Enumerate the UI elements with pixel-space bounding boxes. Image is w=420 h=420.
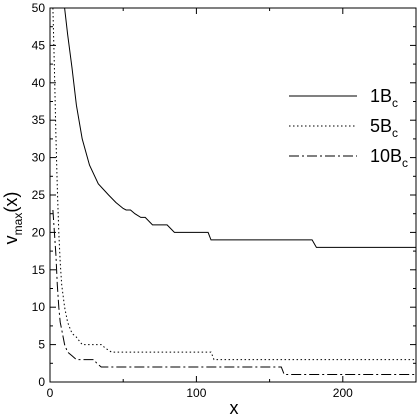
series-layer <box>52 8 416 375</box>
x-tick-label: 100 <box>186 386 206 400</box>
y-tick-label: 25 <box>32 188 46 202</box>
y-axis-label: vmax(x) <box>1 192 25 245</box>
series-line-2 <box>52 8 416 361</box>
y-tick-label: 35 <box>32 113 46 127</box>
axes: 0 5 10 15 20 25 30 35 40 45 50 0 100 200 <box>32 1 417 400</box>
y-axis-label-main: v <box>1 235 21 244</box>
y-tick-label: 10 <box>32 300 46 314</box>
legend-label-2: 5Bc <box>370 116 398 140</box>
x-axis-label: x <box>230 398 239 418</box>
y-tick-label: 50 <box>32 1 46 15</box>
x-tick-label: 0 <box>47 386 54 400</box>
y-tick-label: 45 <box>32 38 46 52</box>
y-axis-label-suffix: (x) <box>1 192 21 213</box>
plot-frame <box>49 7 417 383</box>
x-tick-label: 200 <box>333 386 353 400</box>
legend: 1Bc 5Bc 10Bc <box>289 86 408 170</box>
y-tick-label: 20 <box>32 225 46 239</box>
plot-area <box>49 7 417 383</box>
legend-label-3: 10Bc <box>370 146 408 170</box>
y-axis-label-sub: max <box>11 213 25 236</box>
series-line-1 <box>64 8 416 248</box>
legend-label-1: 1Bc <box>370 86 398 110</box>
y-tick-label: 15 <box>32 263 46 277</box>
series-line-3 <box>52 209 416 375</box>
y-tick-label: 40 <box>32 76 46 90</box>
y-tick-label: 5 <box>38 338 45 352</box>
y-tick-label: 0 <box>38 375 45 389</box>
y-tick-label: 30 <box>32 151 46 165</box>
svg-text:vmax(x): vmax(x) <box>1 192 25 245</box>
